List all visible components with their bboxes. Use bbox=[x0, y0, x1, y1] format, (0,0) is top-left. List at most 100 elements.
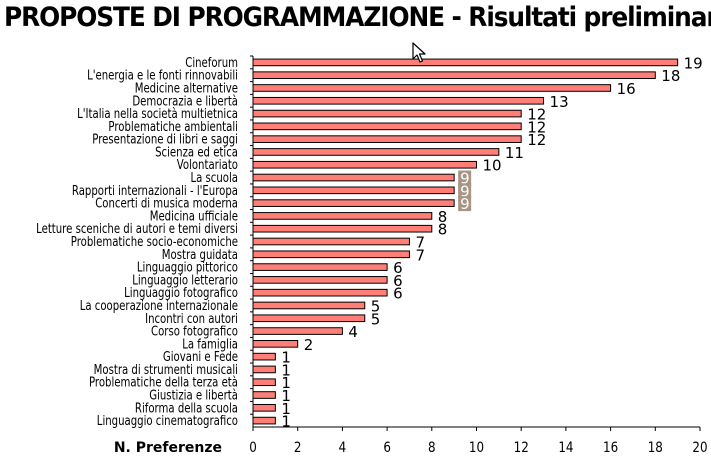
bar bbox=[252, 263, 388, 271]
bar bbox=[252, 148, 500, 156]
mouse-pointer-icon bbox=[412, 42, 426, 63]
bar bbox=[252, 276, 388, 284]
category-label: Problematiche socio-economiche bbox=[71, 234, 238, 250]
category-label: Problematiche della terza età bbox=[89, 374, 238, 390]
bar bbox=[252, 378, 276, 387]
category-label: L'energia e le fonti rinnovabili bbox=[87, 67, 238, 83]
category-label: Giovani e Fede bbox=[163, 349, 238, 365]
value-label: 1 bbox=[281, 387, 291, 405]
x-tick-label: 18 bbox=[648, 440, 663, 456]
category-label: Riforma della scuola bbox=[135, 400, 238, 416]
category-label: Giustizia e libertà bbox=[149, 387, 238, 403]
bar bbox=[252, 135, 522, 143]
bar bbox=[252, 391, 276, 399]
category-label: Linguaggio fotografico bbox=[124, 285, 238, 301]
category-label: Incontri con autori bbox=[145, 310, 238, 326]
category-label: La famiglia bbox=[182, 336, 238, 352]
value-label: 1 bbox=[281, 400, 291, 418]
bar bbox=[252, 173, 455, 182]
value-label: 5 bbox=[371, 297, 381, 315]
value-label: 9 bbox=[460, 170, 470, 188]
category-label: Linguaggio cinematografico bbox=[97, 413, 238, 429]
bar bbox=[252, 199, 455, 207]
x-tick-label: 0 bbox=[249, 440, 257, 456]
chart-title: PROPOSTE DI PROGRAMMAZIONE - Risultati p… bbox=[4, 2, 711, 33]
x-tick-label: 20 bbox=[692, 440, 707, 456]
value-label-highlight bbox=[458, 170, 472, 186]
bar bbox=[252, 58, 679, 67]
bar bbox=[252, 84, 612, 92]
x-tick-label: 4 bbox=[339, 440, 347, 456]
value-label: 12 bbox=[527, 106, 546, 124]
value-label: 16 bbox=[617, 80, 636, 98]
value-label: 1 bbox=[281, 361, 291, 379]
category-label: La scuola bbox=[190, 170, 238, 186]
bars-group bbox=[252, 58, 679, 425]
value-label: 8 bbox=[438, 221, 448, 239]
category-label: Scienza ed etica bbox=[155, 144, 238, 160]
x-tick-label: 16 bbox=[603, 440, 618, 456]
bar bbox=[252, 224, 433, 233]
value-label: 5 bbox=[371, 310, 381, 328]
category-label: L'Italia nella società multietnica bbox=[77, 106, 238, 122]
x-tick-label: 2 bbox=[294, 440, 302, 456]
value-label: 1 bbox=[281, 349, 291, 367]
value-label: 10 bbox=[483, 157, 502, 175]
bar bbox=[252, 416, 276, 425]
category-label: Mostra di strumenti musicali bbox=[94, 362, 238, 378]
value-label: 11 bbox=[505, 144, 524, 162]
value-label: 9 bbox=[460, 182, 470, 200]
value-label-highlight bbox=[458, 183, 472, 199]
category-label: Linguaggio letterario bbox=[132, 272, 238, 288]
value-label: 7 bbox=[415, 246, 425, 264]
value-label: 4 bbox=[348, 323, 358, 341]
x-tick-label: 14 bbox=[558, 440, 573, 456]
bar bbox=[252, 122, 522, 131]
category-label: Cineforum bbox=[185, 55, 238, 71]
value-label: 13 bbox=[550, 93, 569, 111]
value-label: 6 bbox=[393, 272, 403, 290]
value-label: 1 bbox=[281, 374, 291, 392]
category-label: Rapporti internazionali - l'Europa bbox=[72, 183, 238, 199]
value-label: 6 bbox=[393, 259, 403, 277]
value-label: 12 bbox=[527, 118, 546, 136]
bar bbox=[252, 340, 299, 348]
x-axis-ticks: 0 2 4 6 8 10 12 14 16 18 20 bbox=[249, 55, 708, 456]
bar bbox=[252, 212, 433, 220]
category-label: Mostra guidata bbox=[162, 247, 238, 263]
value-label: 6 bbox=[393, 285, 403, 303]
bar bbox=[252, 96, 545, 105]
x-tick-label: 6 bbox=[383, 440, 391, 456]
bar bbox=[252, 365, 276, 374]
x-tick-label: 10 bbox=[469, 440, 484, 456]
category-label: Problematiche ambientali bbox=[108, 119, 238, 135]
value-label: 8 bbox=[438, 208, 448, 226]
value-label: 2 bbox=[304, 336, 314, 354]
category-label: Corso fotografico bbox=[151, 323, 238, 339]
category-label: Concerti di musica moderna bbox=[95, 195, 238, 211]
category-label: Presentazione di libri e saggi bbox=[92, 131, 238, 147]
category-label: Volontariato bbox=[177, 157, 238, 173]
value-label: 19 bbox=[684, 54, 703, 72]
category-label: Medicine alternative bbox=[135, 80, 238, 96]
category-label: Medicina ufficiale bbox=[150, 208, 238, 224]
bar bbox=[252, 250, 410, 259]
value-label: 18 bbox=[661, 67, 680, 85]
x-tick-label: 8 bbox=[428, 440, 436, 456]
category-label: La cooperazione internazionale bbox=[80, 298, 238, 314]
bar bbox=[252, 186, 455, 195]
x-tick-label: 12 bbox=[514, 440, 529, 456]
value-label-highlight bbox=[458, 196, 472, 212]
bar bbox=[252, 314, 366, 323]
bar bbox=[252, 109, 522, 118]
bar bbox=[252, 403, 276, 412]
category-label: Democrazia e libertà bbox=[132, 93, 238, 109]
bar bbox=[252, 237, 410, 246]
value-label: 12 bbox=[527, 131, 546, 149]
value-label: 9 bbox=[460, 195, 470, 213]
bar bbox=[252, 71, 656, 80]
bar bbox=[252, 288, 388, 297]
